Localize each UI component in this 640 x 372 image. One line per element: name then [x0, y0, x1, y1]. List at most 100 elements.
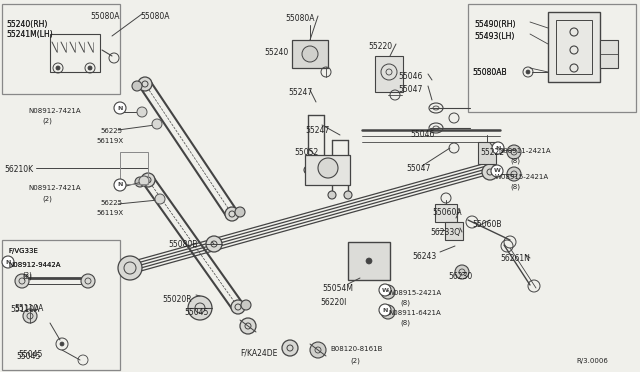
- Circle shape: [132, 81, 142, 91]
- Circle shape: [318, 158, 338, 178]
- Bar: [2, 4, 120, 94]
- Text: 55047: 55047: [398, 85, 422, 94]
- Text: N08912-7421A: N08912-7421A: [28, 185, 81, 191]
- Bar: [445, 222, 463, 240]
- Text: 56230: 56230: [448, 272, 472, 281]
- Text: N: N: [495, 145, 500, 151]
- Text: N08912-9442A: N08912-9442A: [8, 262, 61, 268]
- Text: W: W: [381, 288, 388, 292]
- Text: F/VG33E: F/VG33E: [8, 248, 38, 254]
- Text: (2): (2): [42, 118, 52, 125]
- Circle shape: [492, 142, 504, 154]
- Circle shape: [114, 102, 126, 114]
- Bar: [435, 204, 457, 222]
- Text: W: W: [493, 169, 500, 173]
- Bar: [348, 242, 390, 280]
- Text: 55046: 55046: [410, 130, 435, 139]
- Text: 55241M(LH): 55241M(LH): [6, 30, 52, 39]
- Text: (8): (8): [510, 158, 520, 164]
- Text: 56225: 56225: [100, 128, 122, 134]
- Text: 55247: 55247: [288, 88, 312, 97]
- Text: F/KA24DE: F/KA24DE: [240, 348, 277, 357]
- Text: 55241M(LH): 55241M(LH): [6, 30, 52, 39]
- Circle shape: [135, 177, 145, 187]
- Circle shape: [379, 284, 391, 296]
- Circle shape: [23, 309, 37, 323]
- Circle shape: [381, 285, 395, 299]
- Bar: [2, 240, 120, 370]
- Text: 55080A: 55080A: [140, 12, 170, 21]
- Text: 55054M: 55054M: [322, 284, 353, 293]
- Text: W08915-2421A: W08915-2421A: [495, 174, 549, 180]
- Text: (8): (8): [400, 300, 410, 307]
- Text: 55490(RH): 55490(RH): [474, 20, 515, 29]
- Text: W08915-2421A: W08915-2421A: [388, 290, 442, 296]
- Text: 55060A: 55060A: [432, 208, 461, 217]
- Circle shape: [152, 119, 162, 129]
- Text: 55020R: 55020R: [162, 295, 191, 304]
- Text: 55045: 55045: [16, 352, 40, 361]
- Text: 56119X: 56119X: [96, 210, 123, 216]
- Circle shape: [118, 256, 142, 280]
- Circle shape: [366, 258, 372, 264]
- Text: 55493(LH): 55493(LH): [474, 32, 515, 41]
- Bar: [600, 40, 618, 68]
- Circle shape: [320, 166, 328, 174]
- Circle shape: [302, 46, 318, 62]
- Circle shape: [235, 207, 245, 217]
- Text: N08912-9442A: N08912-9442A: [8, 262, 61, 268]
- Text: 55222: 55222: [480, 148, 504, 157]
- Circle shape: [231, 300, 245, 314]
- Text: 55240(RH): 55240(RH): [6, 20, 47, 29]
- Text: 55045: 55045: [18, 350, 42, 359]
- Circle shape: [507, 167, 521, 181]
- Circle shape: [344, 191, 352, 199]
- Text: 55045: 55045: [184, 308, 209, 317]
- Text: B08120-8161B: B08120-8161B: [330, 346, 382, 352]
- Text: 55052: 55052: [294, 148, 318, 157]
- Text: (2): (2): [22, 272, 32, 279]
- Text: N: N: [117, 183, 123, 187]
- Text: 55110A: 55110A: [14, 304, 44, 313]
- Circle shape: [304, 166, 312, 174]
- Circle shape: [88, 66, 92, 70]
- Bar: [468, 4, 636, 112]
- Circle shape: [56, 66, 60, 70]
- Text: 55080A: 55080A: [90, 12, 120, 21]
- Text: (2): (2): [22, 274, 32, 280]
- Text: 55220: 55220: [368, 42, 392, 51]
- Circle shape: [526, 70, 530, 74]
- Text: 55247: 55247: [305, 126, 329, 135]
- Circle shape: [282, 340, 298, 356]
- Circle shape: [139, 176, 149, 186]
- Text: N: N: [5, 260, 11, 264]
- Text: 55493(LH): 55493(LH): [474, 32, 515, 41]
- Circle shape: [482, 164, 498, 180]
- Text: 55240(RH): 55240(RH): [6, 20, 47, 29]
- Circle shape: [137, 107, 147, 117]
- Text: 55080B: 55080B: [168, 240, 197, 249]
- Text: 55240: 55240: [264, 48, 288, 57]
- Circle shape: [141, 173, 155, 187]
- Text: 56261N: 56261N: [500, 254, 530, 263]
- Circle shape: [81, 274, 95, 288]
- Circle shape: [381, 305, 395, 319]
- Text: 56119X: 56119X: [96, 138, 123, 144]
- Text: R/3.0006: R/3.0006: [576, 358, 608, 364]
- Text: N08911-6421A: N08911-6421A: [388, 310, 441, 316]
- Bar: [292, 40, 328, 68]
- Circle shape: [455, 265, 469, 279]
- Circle shape: [225, 207, 239, 221]
- Text: N: N: [382, 308, 388, 312]
- Text: 55110A: 55110A: [10, 305, 40, 314]
- Bar: [305, 155, 350, 185]
- Text: (8): (8): [400, 320, 410, 327]
- Circle shape: [241, 300, 251, 310]
- Circle shape: [188, 296, 212, 320]
- Circle shape: [60, 342, 64, 346]
- Text: 55080AB: 55080AB: [472, 68, 507, 77]
- Circle shape: [507, 145, 521, 159]
- Text: (8): (8): [510, 184, 520, 190]
- Circle shape: [138, 77, 152, 91]
- Text: 55080A: 55080A: [285, 14, 314, 23]
